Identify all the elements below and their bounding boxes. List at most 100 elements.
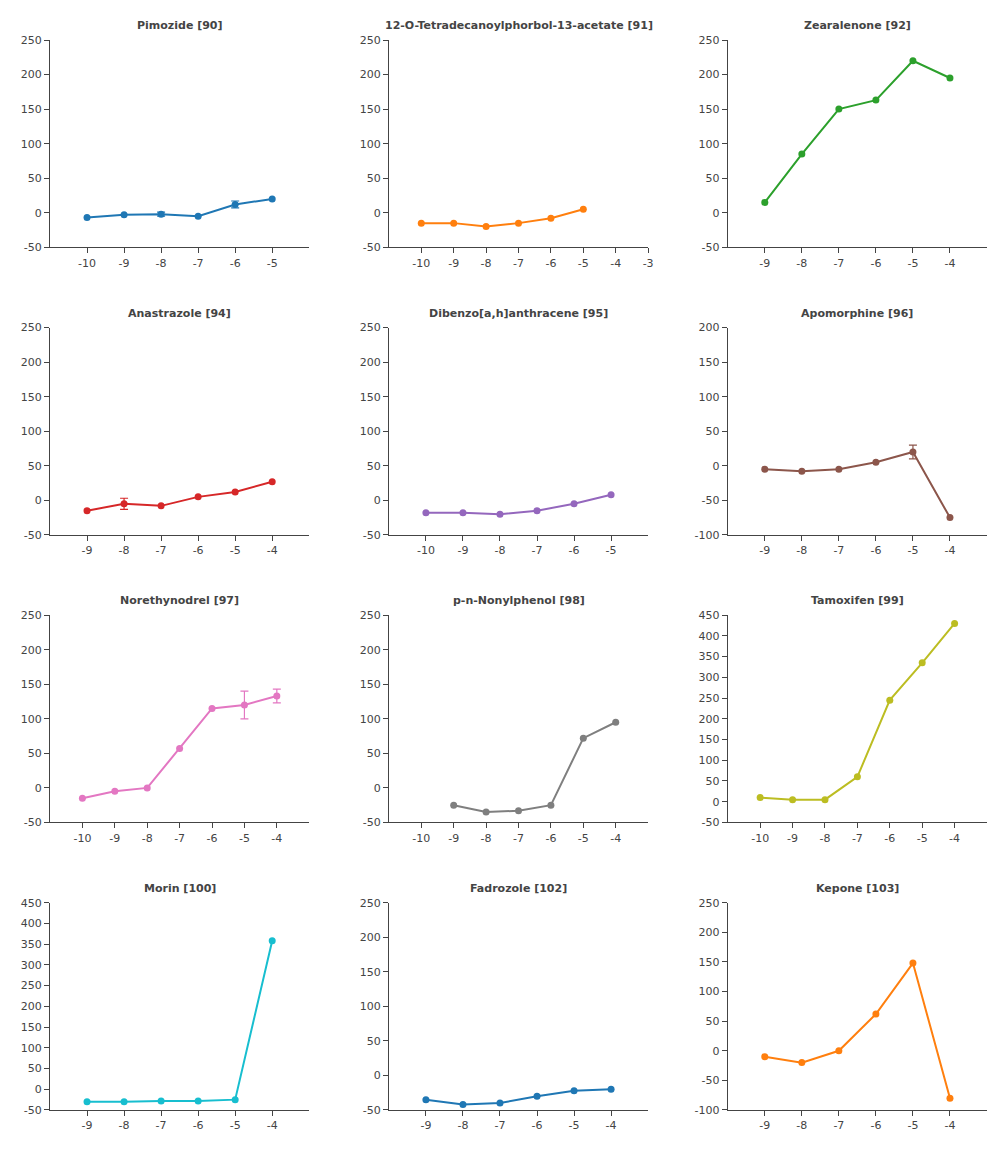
svg-text:50: 50	[367, 1035, 381, 1048]
svg-text:-10: -10	[417, 544, 435, 557]
svg-text:250: 250	[21, 609, 42, 622]
svg-text:300: 300	[21, 959, 42, 972]
svg-text:-5: -5	[578, 832, 589, 845]
svg-text:-50: -50	[24, 241, 42, 254]
svg-text:200: 200	[21, 68, 42, 81]
svg-text:12-O-Tetradecanoylphorbol-13-a: 12-O-Tetradecanoylphorbol-13-acetate [91…	[385, 19, 653, 32]
svg-text:-9: -9	[420, 1119, 431, 1132]
svg-text:250: 250	[360, 321, 381, 334]
svg-text:150: 150	[699, 356, 720, 369]
svg-text:150: 150	[699, 103, 720, 116]
svg-text:Morin [100]: Morin [100]	[144, 882, 216, 895]
svg-text:150: 150	[21, 678, 42, 691]
svg-text:Apomorphine [96]: Apomorphine [96]	[801, 307, 913, 320]
svg-text:-50: -50	[363, 1104, 381, 1117]
svg-text:-5: -5	[230, 544, 241, 557]
svg-text:300: 300	[699, 671, 720, 684]
svg-text:150: 150	[699, 733, 720, 746]
svg-text:-8: -8	[494, 544, 505, 557]
svg-text:450: 450	[21, 897, 42, 910]
svg-text:-5: -5	[917, 832, 928, 845]
svg-text:400: 400	[21, 917, 42, 930]
svg-text:150: 150	[360, 103, 381, 116]
svg-text:-10: -10	[78, 257, 96, 270]
svg-text:-5: -5	[230, 1119, 241, 1132]
svg-text:150: 150	[21, 391, 42, 404]
svg-text:-50: -50	[363, 816, 381, 829]
svg-text:100: 100	[360, 425, 381, 438]
svg-text:-4: -4	[944, 1119, 955, 1132]
svg-text:-8: -8	[796, 1119, 807, 1132]
svg-text:-6: -6	[870, 257, 881, 270]
svg-text:-9: -9	[109, 832, 120, 845]
svg-text:-8: -8	[481, 257, 492, 270]
svg-text:50: 50	[706, 425, 720, 438]
svg-text:-50: -50	[24, 529, 42, 542]
svg-text:150: 150	[699, 956, 720, 969]
svg-text:-50: -50	[24, 816, 42, 829]
svg-text:-50: -50	[702, 1074, 720, 1087]
svg-text:-4: -4	[944, 544, 955, 557]
svg-text:-100: -100	[695, 529, 720, 542]
svg-text:-7: -7	[156, 544, 167, 557]
svg-text:100: 100	[21, 425, 42, 438]
svg-text:-8: -8	[819, 832, 830, 845]
svg-text:200: 200	[699, 68, 720, 81]
svg-text:200: 200	[21, 644, 42, 657]
svg-text:200: 200	[360, 931, 381, 944]
svg-text:50: 50	[28, 747, 42, 760]
svg-text:200: 200	[21, 356, 42, 369]
svg-text:-5: -5	[569, 1119, 580, 1132]
svg-text:-5: -5	[907, 1119, 918, 1132]
svg-text:250: 250	[699, 34, 720, 47]
svg-text:100: 100	[21, 713, 42, 726]
svg-text:-4: -4	[271, 832, 282, 845]
svg-text:-100: -100	[695, 1104, 720, 1117]
svg-text:-4: -4	[606, 1119, 617, 1132]
svg-text:-9: -9	[119, 257, 130, 270]
svg-text:-9: -9	[448, 257, 459, 270]
svg-text:-8: -8	[796, 257, 807, 270]
svg-text:250: 250	[699, 897, 720, 910]
svg-text:50: 50	[28, 460, 42, 473]
svg-text:0: 0	[713, 207, 720, 220]
svg-text:-7: -7	[532, 544, 543, 557]
svg-text:-4: -4	[610, 832, 621, 845]
svg-text:-9: -9	[448, 832, 459, 845]
svg-text:350: 350	[21, 938, 42, 951]
svg-text:-8: -8	[119, 544, 130, 557]
svg-text:-50: -50	[363, 241, 381, 254]
svg-text:-50: -50	[702, 241, 720, 254]
svg-text:50: 50	[367, 460, 381, 473]
svg-text:250: 250	[360, 609, 381, 622]
svg-text:-5: -5	[267, 257, 278, 270]
svg-text:0: 0	[374, 782, 381, 795]
svg-text:250: 250	[699, 692, 720, 705]
svg-text:Pimozide [90]: Pimozide [90]	[137, 19, 223, 32]
svg-text:Anastrazole [94]: Anastrazole [94]	[128, 307, 231, 320]
svg-text:100: 100	[360, 1000, 381, 1013]
svg-text:0: 0	[374, 1069, 381, 1082]
svg-text:-9: -9	[457, 544, 468, 557]
svg-text:-8: -8	[142, 832, 153, 845]
svg-text:-10: -10	[412, 832, 430, 845]
svg-text:-6: -6	[569, 544, 580, 557]
svg-text:50: 50	[28, 1062, 42, 1075]
svg-text:350: 350	[699, 650, 720, 663]
svg-text:100: 100	[360, 713, 381, 726]
svg-text:-8: -8	[481, 832, 492, 845]
svg-text:-6: -6	[545, 257, 556, 270]
svg-text:100: 100	[699, 754, 720, 767]
svg-text:0: 0	[374, 207, 381, 220]
svg-text:-5: -5	[606, 544, 617, 557]
svg-text:200: 200	[360, 644, 381, 657]
svg-text:-5: -5	[239, 832, 250, 845]
svg-text:-50: -50	[702, 816, 720, 829]
svg-text:450: 450	[699, 609, 720, 622]
svg-text:100: 100	[699, 138, 720, 151]
svg-text:0: 0	[35, 207, 42, 220]
svg-text:50: 50	[706, 775, 720, 788]
svg-text:-50: -50	[702, 494, 720, 507]
svg-text:-6: -6	[870, 544, 881, 557]
svg-text:-6: -6	[870, 1119, 881, 1132]
